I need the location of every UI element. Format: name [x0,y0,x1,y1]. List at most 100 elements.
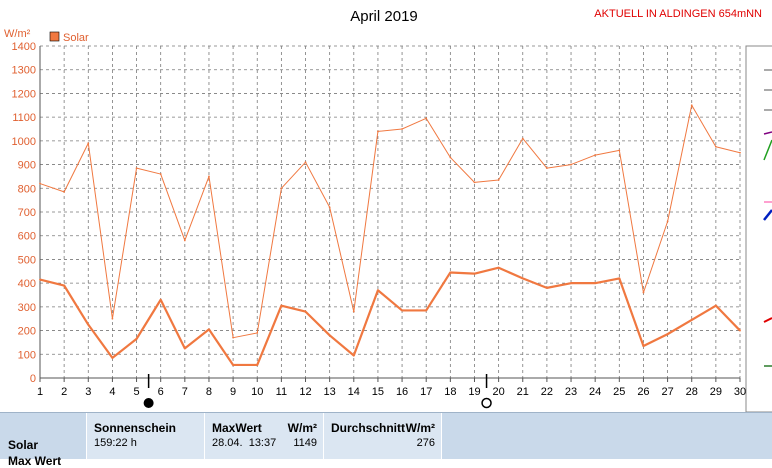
data-point-avg [714,304,717,307]
empty-cell [442,413,772,459]
data-point-avg [618,277,621,280]
data-point-avg [545,286,548,289]
maxwert-value: 1149 [293,437,317,449]
data-point-max [618,149,621,152]
side-mark-blue [763,209,772,221]
x-tick-label: 19 [468,386,480,398]
data-point-max [208,175,210,178]
sonnenschein-value: 159:22 h [94,437,137,449]
x-tick-label: 8 [206,386,212,398]
data-point-avg [401,309,403,312]
data-point-avg [666,333,669,336]
data-point-avg [690,319,693,321]
x-tick-label: 5 [133,386,139,398]
legend-label: Solar [63,32,89,44]
y-tick-label: 200 [18,326,36,338]
data-point-avg [159,298,162,301]
data-point-avg [328,334,331,337]
data-point-avg [304,310,307,313]
data-point-max [739,151,741,154]
x-tick-label: 25 [613,386,625,398]
data-point-avg [570,282,572,285]
x-tick-label: 20 [492,386,504,398]
side-panel [745,45,772,412]
x-tick-label: 1 [37,386,43,398]
solar-chart: April 2019 AKTUELL IN ALDINGEN 654mNN W/… [4,8,772,412]
sonnenschein-header: Sonnenschein [94,421,177,435]
side-mark-purple [763,131,772,135]
data-point-max [545,167,548,170]
side-mark-green [763,139,772,161]
series-line-avg [39,266,741,367]
data-point-max [690,104,693,107]
data-point-avg [497,266,500,269]
data-point-max [377,130,379,133]
x-tick-label: 24 [589,386,601,398]
x-tick-label: 16 [396,386,408,398]
x-tick-label: 3 [85,386,91,398]
y-tick-label: 1400 [12,41,36,53]
x-tick-label: 18 [444,386,456,398]
full-moon-icon [481,397,492,409]
x-tick-label: 21 [517,386,529,398]
row-label-cell: Solar Max Wert [0,413,87,468]
side-mark-red [763,317,772,323]
data-point-max [183,239,186,242]
data-point-max [328,206,331,209]
x-tick-label: 17 [420,386,432,398]
data-point-max [232,336,235,339]
x-tick-label: 15 [372,386,384,398]
x-tick-label: 22 [541,386,553,398]
maxwert-cell: MaxWert W/m² 28.04. 13:37 1149 [205,413,324,459]
y-tick-label: 600 [18,231,36,243]
data-point-avg [208,328,210,331]
x-tick-label: 4 [109,386,115,398]
data-point-max [280,187,283,190]
data-point-max [642,291,645,294]
data-point-avg [183,347,186,350]
stats-panel: Solar Max Wert Sonnenschein 159:22 h Max… [0,412,772,468]
y-tick-label: 400 [18,278,36,290]
x-tick-label: 11 [276,386,287,398]
x-tick-label: 23 [565,386,577,398]
durchschnitt-unit: W/m² [405,421,435,435]
data-point-avg [280,304,283,307]
moon-markers [143,374,492,409]
data-point-max [521,137,524,140]
x-tick-label: 7 [182,386,188,398]
x-tick-label: 13 [324,386,336,398]
durchschnitt-value: 276 [416,437,435,449]
data-point-avg [377,289,379,292]
x-tick-label: 9 [230,386,236,398]
data-point-avg [473,272,476,275]
y-axis-unit: W/m² [4,28,31,40]
data-point-max [304,161,307,164]
data-point-max [135,167,138,170]
data-point-max [111,317,114,320]
durchschnitt-cell: Durchschnitt W/m² 276 [324,413,442,459]
y-tick-label: 1000 [12,136,36,148]
data-point-max [87,142,90,145]
axes: 0 100 200 300 400 500 600 700 800 900 1000 1100 1200… [12,41,747,398]
series-group [39,104,741,367]
data-point-avg [642,345,645,347]
x-tick-label: 6 [158,386,164,398]
station-label: AKTUELL IN ALDINGEN 654mNN [594,8,762,20]
x-tick-label: 10 [251,386,263,398]
row-label: Solar [8,438,39,452]
data-point-max [425,117,428,120]
data-point-avg [135,337,138,340]
x-tick-label: 26 [637,386,649,398]
y-tick-label: 300 [18,302,36,314]
maxwert-date: 28.04. 13:37 [212,437,277,449]
chart-title: April 2019 [350,8,418,25]
data-point-max [159,173,162,175]
data-point-avg [352,354,355,357]
y-tick-label: 1100 [12,112,36,124]
grid [40,45,741,379]
y-tick-label: 700 [18,207,36,219]
series-line-max [39,104,741,339]
data-point-max [594,154,597,156]
data-point-max [449,156,452,159]
data-point-max [63,190,66,193]
